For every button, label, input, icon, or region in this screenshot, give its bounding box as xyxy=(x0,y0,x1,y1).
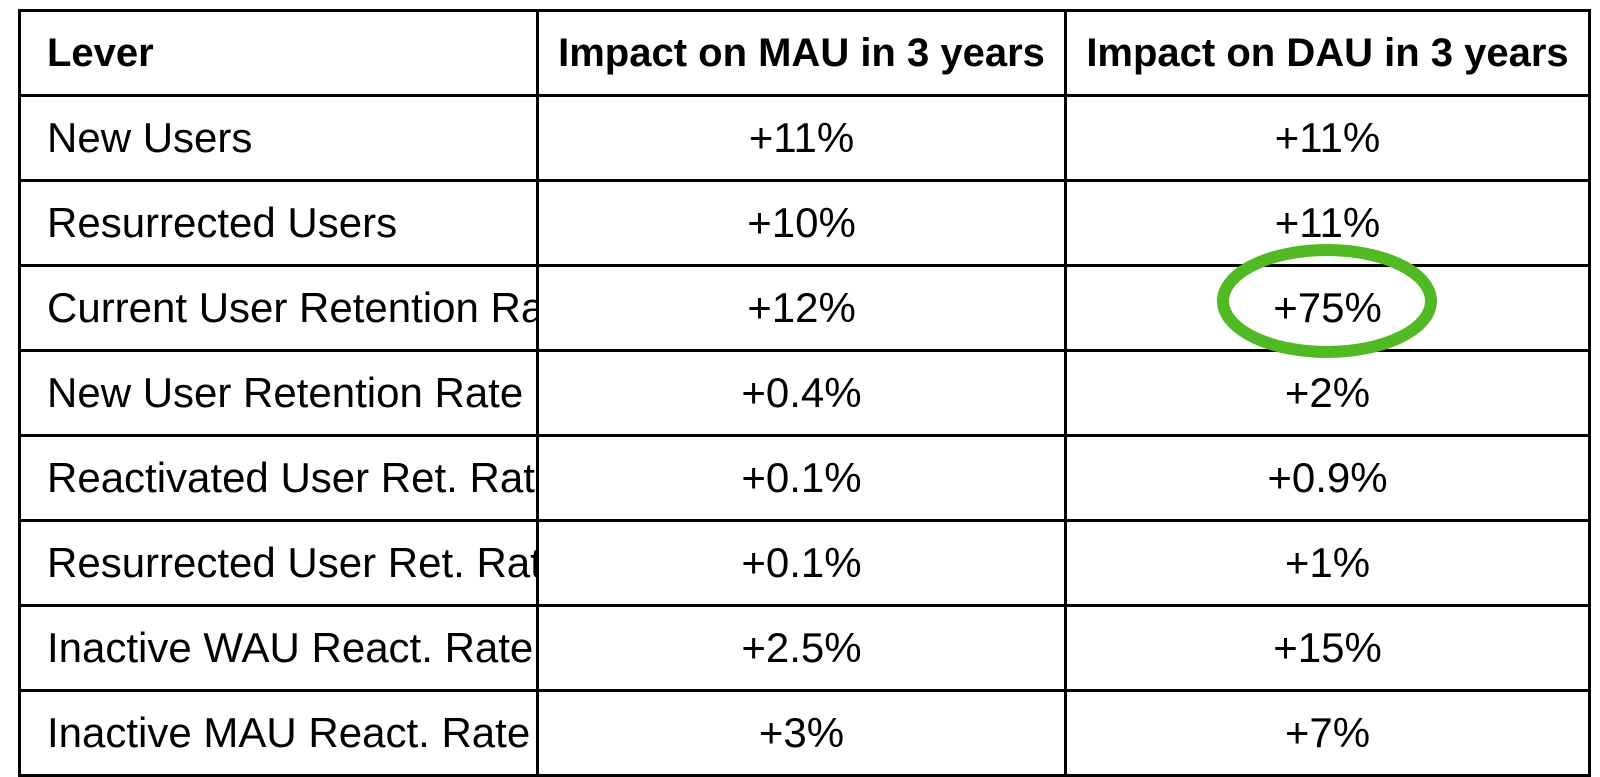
mau-cell: +0.1% xyxy=(536,519,1067,607)
lever-cell: Current User Retention Rate xyxy=(18,264,539,352)
lever-cell: New User Retention Rate xyxy=(18,349,539,437)
mau-cell: +12% xyxy=(536,264,1067,352)
table-row: New User Retention Rate +0.4% +2% xyxy=(18,349,1591,437)
dau-cell: +15% xyxy=(1064,604,1591,692)
highlighted-dau-cell: +75% xyxy=(1064,264,1591,352)
mau-cell: +0.4% xyxy=(536,349,1067,437)
dau-cell: +11% xyxy=(1064,94,1591,182)
mau-cell: +10% xyxy=(536,179,1067,267)
lever-cell: Inactive MAU React. Rate xyxy=(18,689,539,777)
lever-cell: Resurrected User Ret. Rate xyxy=(18,519,539,607)
table-row: New Users +11% +11% xyxy=(18,94,1591,182)
lever-cell: New Users xyxy=(18,94,539,182)
dau-cell: +7% xyxy=(1064,689,1591,777)
col-header-dau-impact: Impact on DAU in 3 years xyxy=(1064,9,1591,97)
lever-cell: Reactivated User Ret. Rate xyxy=(18,434,539,522)
table-row: Resurrected User Ret. Rate +0.1% +1% xyxy=(18,519,1591,607)
table-row: Inactive MAU React. Rate +3% +7% xyxy=(18,689,1591,777)
lever-cell: Resurrected Users xyxy=(18,179,539,267)
header-row: Lever Impact on MAU in 3 years Impact on… xyxy=(18,9,1591,97)
col-header-lever: Lever xyxy=(18,9,539,97)
mau-cell: +11% xyxy=(536,94,1067,182)
lever-cell: Inactive WAU React. Rate xyxy=(18,604,539,692)
dau-cell: +0.9% xyxy=(1064,434,1591,522)
table-row: Resurrected Users +10% +11% xyxy=(18,179,1591,267)
mau-cell: +0.1% xyxy=(536,434,1067,522)
mau-cell: +2.5% xyxy=(536,604,1067,692)
table-row: Current User Retention Rate +12% +75% xyxy=(18,264,1591,352)
col-header-mau-impact: Impact on MAU in 3 years xyxy=(536,9,1067,97)
mau-cell: +3% xyxy=(536,689,1067,777)
table-row: Reactivated User Ret. Rate +0.1% +0.9% xyxy=(18,434,1591,522)
dau-cell: +1% xyxy=(1064,519,1591,607)
dau-cell: +2% xyxy=(1064,349,1591,437)
dau-cell: +11% xyxy=(1064,179,1591,267)
table-row: Inactive WAU React. Rate +2.5% +15% xyxy=(18,604,1591,692)
growth-levers-table: Lever Impact on MAU in 3 years Impact on… xyxy=(18,9,1591,777)
